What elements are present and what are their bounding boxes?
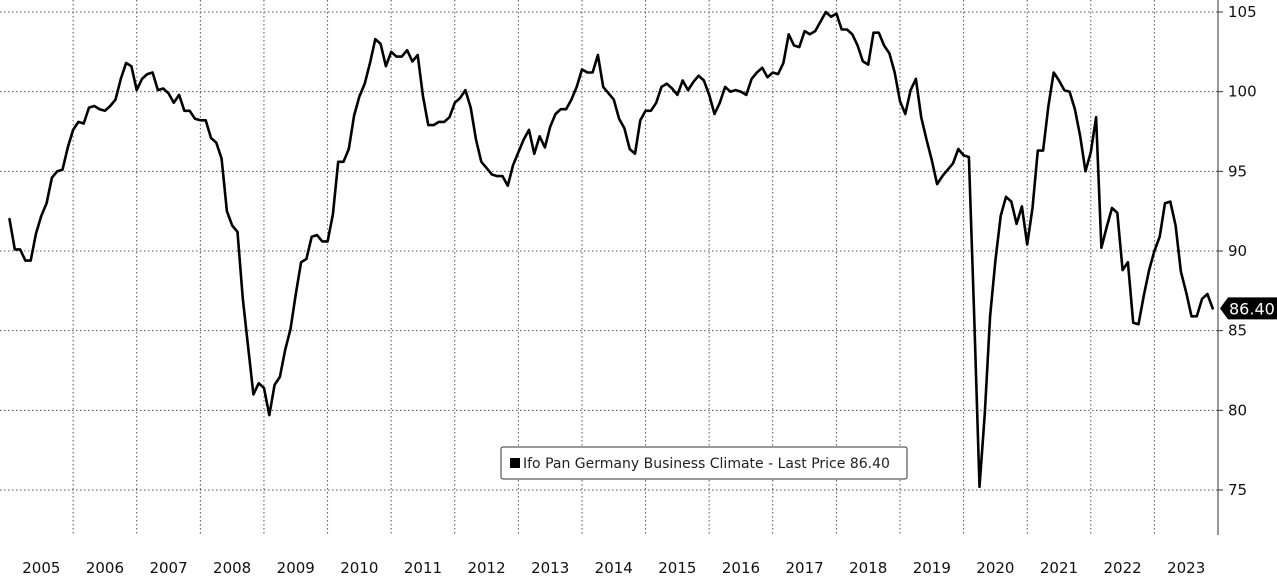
last-price-marker: 86.40 xyxy=(1220,297,1277,320)
legend-swatch xyxy=(510,458,520,468)
legend-box xyxy=(500,446,908,480)
x-axis-labels: 2005 2006 2007 2008 2009 2010 2011 2012 2013 2014… xyxy=(22,559,1205,577)
y-gridlines xyxy=(0,11,1218,491)
y-tick-label-105: 105 xyxy=(1228,3,1257,21)
x-tick-label-2013: 2013 xyxy=(531,559,569,577)
x-tick-label-2015: 2015 xyxy=(658,559,696,577)
x-tick-label-2018: 2018 xyxy=(849,559,887,577)
x-tick-label-2010: 2010 xyxy=(340,559,378,577)
x-tick-label-2009: 2009 xyxy=(277,559,315,577)
y-tick-label-75: 75 xyxy=(1228,481,1247,499)
x-tick-label-2023: 2023 xyxy=(1167,559,1205,577)
x-tick-label-2017: 2017 xyxy=(785,559,823,577)
x-tick-label-2005: 2005 xyxy=(22,559,60,577)
x-tick-label-2021: 2021 xyxy=(1040,559,1078,577)
y-tick-label-95: 95 xyxy=(1228,162,1247,180)
x-tick-label-2020: 2020 xyxy=(976,559,1014,577)
x-tick-label-2022: 2022 xyxy=(1104,559,1142,577)
y-tick-label-85: 85 xyxy=(1228,322,1247,340)
y-tick-label-100: 100 xyxy=(1228,83,1257,101)
y-axis-labels: 75 80 85 90 95 100 105 xyxy=(1218,3,1257,499)
last-price-label: 86.40 xyxy=(1229,299,1275,318)
x-tick-label-2008: 2008 xyxy=(213,559,251,577)
last-price-box xyxy=(1220,297,1277,320)
x-tick-label-2012: 2012 xyxy=(467,559,505,577)
series-line-0 xyxy=(8,10,1214,489)
y-tick-label-90: 90 xyxy=(1228,242,1247,260)
x-tick-label-2019: 2019 xyxy=(913,559,951,577)
x-tick-label-2011: 2011 xyxy=(404,559,442,577)
legend: Ifo Pan Germany Business Climate - Last … xyxy=(500,446,908,480)
legend-text: Ifo Pan Germany Business Climate - Last … xyxy=(523,456,890,472)
series-lines xyxy=(8,10,1214,489)
x-tick-label-2006: 2006 xyxy=(86,559,124,577)
x-tick-label-2007: 2007 xyxy=(149,559,187,577)
x-tick-label-2016: 2016 xyxy=(722,559,760,577)
x-tick-label-2014: 2014 xyxy=(595,559,633,577)
y-tick-label-80: 80 xyxy=(1228,401,1247,419)
